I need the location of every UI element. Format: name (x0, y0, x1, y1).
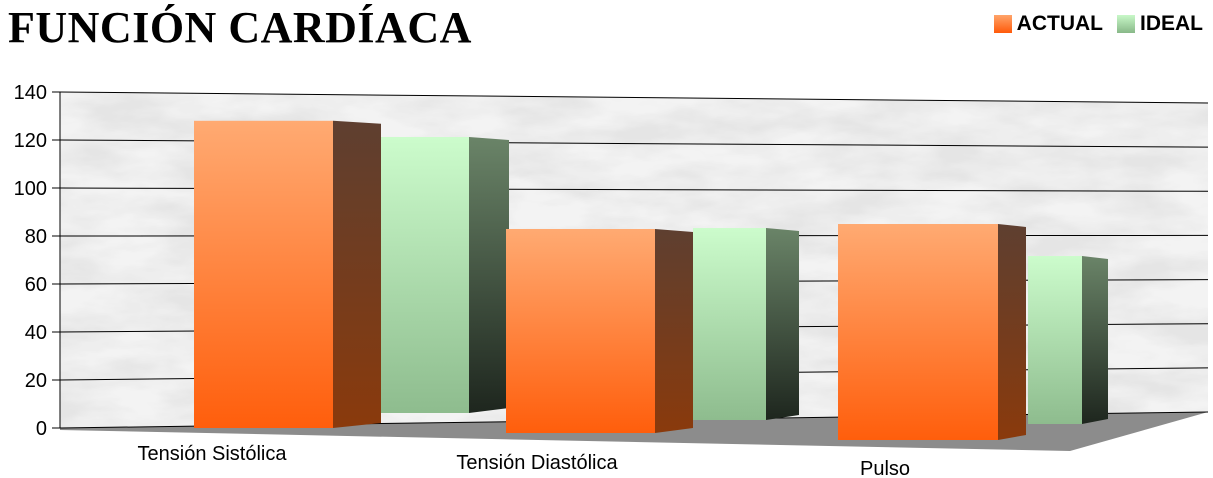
bar-actual-0 (194, 120, 381, 429)
y-tick-label: 60 (25, 274, 47, 296)
legend-entry-actual: ACTUAL (993, 12, 1103, 36)
y-tick-label: 120 (14, 130, 47, 152)
chart-title: FUNCIÓN CARDÍACA (8, 3, 472, 52)
x-tick-label: Tensión Sistólica (138, 443, 288, 465)
bar-actual-2 (838, 224, 1026, 440)
x-tick-label: Pulso (860, 458, 910, 478)
bar-ideal-1 (693, 228, 799, 420)
y-tick-label: 20 (25, 370, 47, 392)
bar-actual-1 (506, 229, 693, 433)
x-tick-label: Tensión Diastólica (456, 452, 618, 474)
legend: ACTUAL IDEAL (980, 12, 1203, 36)
legend-swatch-ideal (1117, 15, 1135, 33)
y-tick-label: 0 (36, 418, 47, 440)
bar-ideal-0 (381, 137, 509, 413)
gridline (59, 91, 1209, 104)
y-tick-label: 80 (25, 226, 47, 248)
legend-label-ideal: IDEAL (1140, 12, 1203, 35)
legend-label-actual: ACTUAL (1016, 12, 1103, 35)
y-tick-label: 140 (14, 82, 47, 104)
legend-entry-ideal: IDEAL (1117, 12, 1203, 36)
y-tick-label: 100 (14, 178, 47, 200)
legend-swatch-actual (993, 15, 1012, 33)
y-tick-label: 40 (25, 322, 47, 344)
bar-ideal-2 (1028, 256, 1108, 424)
